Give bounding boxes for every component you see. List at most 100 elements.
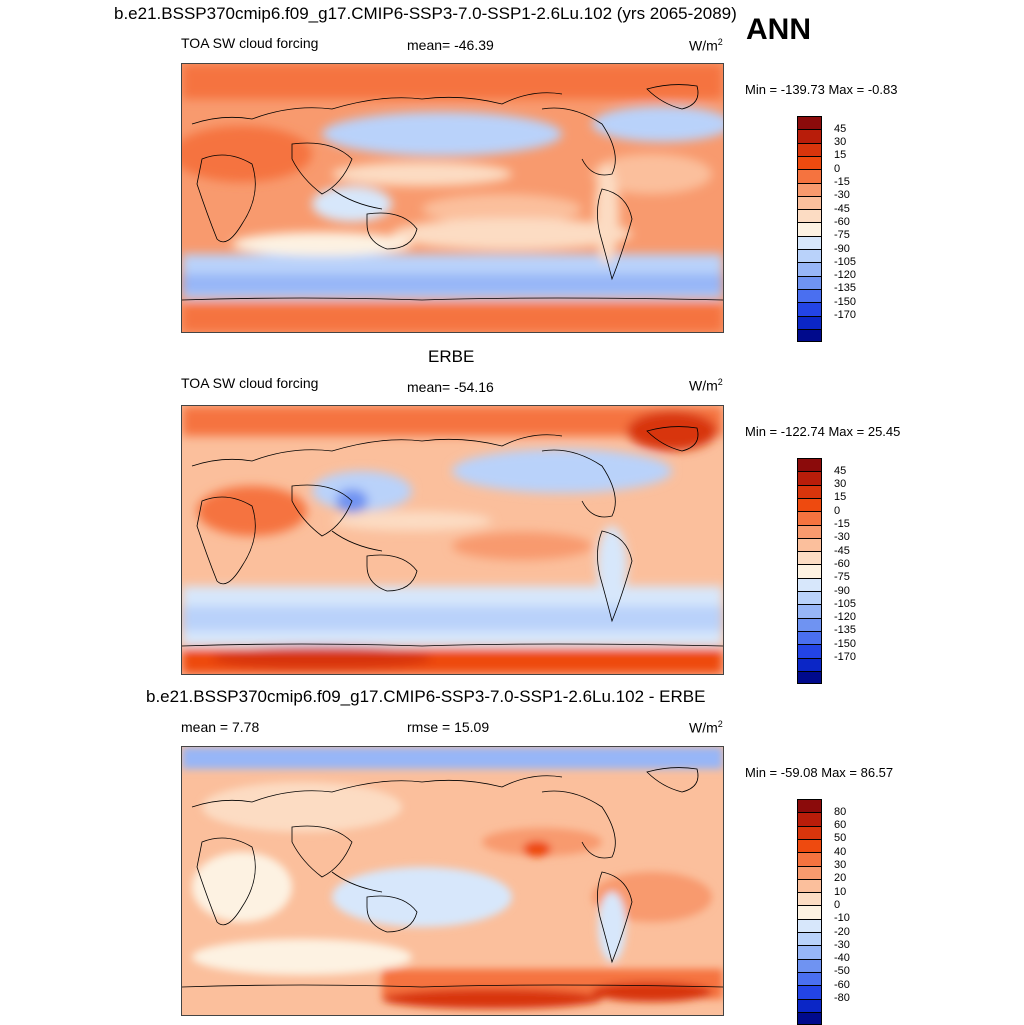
colorbar-swatch	[797, 985, 822, 999]
colorbar-swatch	[797, 617, 822, 632]
colorbar-tick-label: -60	[834, 215, 850, 228]
colorbar-tick-label: 30	[834, 859, 847, 871]
colorbar-swatch	[797, 577, 822, 592]
panel2-mean-label: mean= -54.16	[407, 379, 494, 395]
colorbar-tick-label: 15	[834, 491, 847, 504]
colorbar-tick-label: -150	[834, 295, 857, 308]
colorbar-swatch	[797, 1011, 822, 1025]
panel2-colorbar: 45 30 15 0 -15 -30 -45 -60 -75 -90 -105 -120 -135 -15…	[797, 458, 856, 685]
colorbar-swatch	[797, 235, 822, 250]
colorbar-tick-label: -170	[834, 309, 857, 321]
colorbar-tick-label: -15	[834, 518, 850, 530]
colorbar-swatch	[797, 222, 822, 237]
panel3-unit-text: W/m	[689, 719, 718, 736]
panel2-subtitle: ERBE	[428, 347, 475, 366]
colorbar-tick-label: -40	[834, 952, 850, 965]
colorbar-swatch	[797, 302, 822, 316]
colorbar-swatch	[797, 551, 822, 565]
colorbar-tick-label: 60	[834, 819, 847, 832]
panel2-map	[181, 405, 724, 675]
colorbar-swatch	[797, 169, 822, 183]
colorbar-swatch	[797, 838, 822, 853]
colorbar-tick-label: -90	[834, 242, 850, 255]
colorbar-tick-label: 0	[834, 898, 841, 911]
panel1-colorbar: 45 30 15 0 -15 -30 -45 -60 -75 -90 -105 -120 -135 -15…	[797, 116, 856, 343]
panel1-unit-text: W/m	[689, 37, 718, 54]
panel1-minmax: Min = -139.73 Max = -0.83	[745, 82, 898, 97]
colorbar-swatch	[797, 249, 822, 263]
colorbar-swatch	[797, 670, 822, 685]
colorbar-swatch	[797, 812, 822, 827]
season-label: ANN	[746, 13, 811, 46]
colorbar-swatch	[797, 142, 822, 157]
colorbar-swatch	[797, 262, 822, 277]
panel1-mean-label: mean= -46.39	[407, 37, 494, 53]
colorbar-swatch	[797, 591, 822, 605]
colorbar-swatch	[797, 458, 822, 472]
colorbar-swatch	[797, 799, 822, 813]
panel1-variable-label: TOA SW cloud forcing	[181, 35, 319, 51]
colorbar-tick-label: 0	[834, 162, 841, 175]
colorbar-swatch	[797, 195, 822, 210]
colorbar-tick-label: -120	[834, 611, 857, 624]
colorbar-swatch	[797, 878, 822, 893]
colorbar-swatch	[797, 644, 822, 658]
colorbar-tick-label: -135	[834, 624, 857, 637]
panel2-map-svg	[182, 406, 723, 674]
colorbar-tick-label: -20	[834, 925, 850, 938]
colorbar-swatch	[797, 657, 822, 672]
colorbar-tick-label: 80	[834, 805, 847, 818]
colorbar-tick-label: -30	[834, 938, 850, 951]
colorbar-swatch	[797, 328, 822, 343]
colorbar-swatch	[797, 315, 822, 330]
colorbar-swatch	[797, 471, 822, 486]
colorbar-tick-label: -10	[834, 912, 850, 925]
colorbar-swatch	[797, 511, 822, 525]
colorbar-swatch	[797, 945, 822, 960]
colorbar-tick-label: 15	[834, 149, 847, 162]
colorbar-tick-label: -45	[834, 202, 850, 215]
colorbar-tick-label: 45	[834, 122, 847, 135]
panel3-colorbar: 80 60 50 40 30 20 10 0 -10 -20 -30 -40 -50 -60 -80	[797, 799, 850, 1025]
colorbar-tick-label: -80	[834, 992, 850, 1004]
panel2-unit-exp: 2	[717, 377, 723, 387]
colorbar-swatch	[797, 865, 822, 880]
colorbar-swatch	[797, 905, 822, 920]
colorbar-swatch	[797, 932, 822, 946]
colorbar-tick-label: -60	[834, 978, 850, 991]
colorbar-swatch	[797, 524, 822, 539]
colorbar-tick-label: -75	[834, 571, 850, 584]
panel2-variable-label: TOA SW cloud forcing	[181, 375, 319, 391]
panel3-subtitle: b.e21.BSSP370cmip6.f09_g17.CMIP6-SSP3-7.…	[146, 687, 706, 706]
colorbar-tick-label: -105	[834, 597, 857, 610]
panel3-rmse-label: rmse = 15.09	[407, 719, 490, 735]
panel1-map	[181, 63, 724, 333]
colorbar-tick-label: 30	[834, 136, 847, 149]
panel3-unit-label: W/m2	[689, 719, 723, 736]
colorbar-swatch	[797, 825, 822, 840]
colorbar-swatch	[797, 537, 822, 552]
colorbar-tick-label: -75	[834, 229, 850, 242]
panel3-minmax: Min = -59.08 Max = 86.57	[745, 765, 894, 780]
colorbar-tick-label: -50	[834, 965, 850, 978]
panel3-map-svg	[182, 747, 723, 1015]
colorbar-swatch	[797, 182, 822, 197]
colorbar-swatch	[797, 484, 822, 499]
colorbar-tick-label: -135	[834, 282, 857, 295]
panel2-unit-label: W/m2	[689, 377, 723, 394]
panel1-unit-exp: 2	[717, 37, 723, 47]
colorbar-tick-label: 40	[834, 845, 847, 858]
colorbar-tick-label: -150	[834, 637, 857, 650]
colorbar-swatch	[797, 852, 822, 866]
colorbar-tick-label: -105	[834, 255, 857, 268]
colorbar-swatch	[797, 892, 822, 906]
colorbar-swatch	[797, 155, 822, 170]
colorbar-swatch	[797, 564, 822, 579]
colorbar-swatch	[797, 971, 822, 986]
panel1-map-svg	[182, 64, 723, 332]
colorbar-swatch	[797, 998, 822, 1013]
panel3-mean-label: mean = 7.78	[181, 719, 260, 735]
colorbar-swatch	[797, 116, 822, 130]
colorbar-tick-label: -90	[834, 584, 850, 597]
colorbar-tick-label: -120	[834, 269, 857, 282]
